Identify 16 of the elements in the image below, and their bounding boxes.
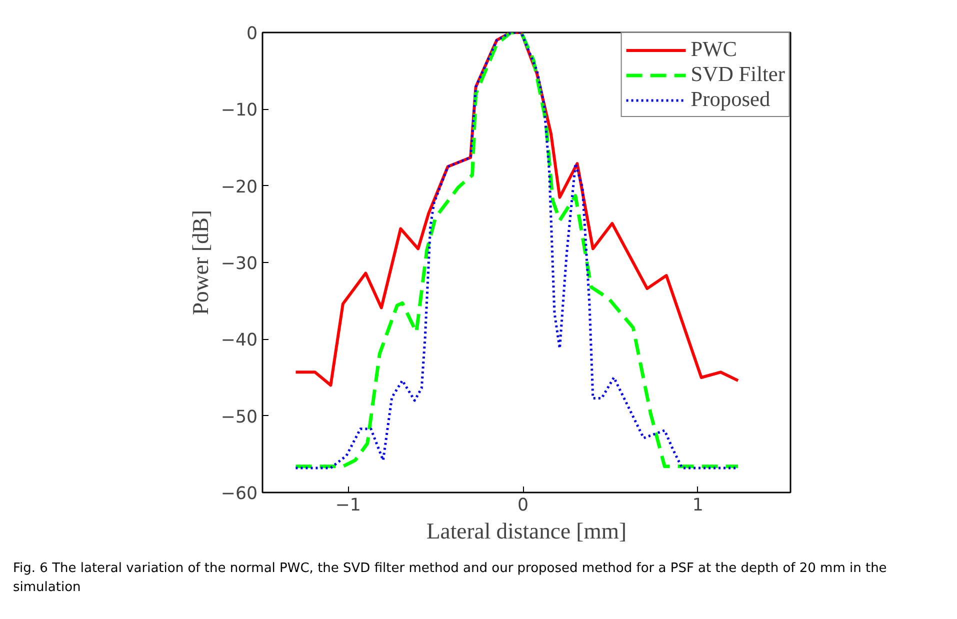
y-tick-label: −20 xyxy=(220,177,258,198)
y-tick-label: −60 xyxy=(220,484,258,504)
x-tick-label: −1 xyxy=(335,496,361,516)
legend-label: Proposed xyxy=(690,87,770,112)
y-tick-label: −10 xyxy=(220,100,258,121)
y-tick-label: −50 xyxy=(220,407,258,428)
y-tick-label: 0 xyxy=(246,24,258,44)
x-tick-label: 1 xyxy=(692,496,704,516)
caption: Fig. 6 The lateral variation of the normal PWC, the SVD filter method and our proposed method for a PSF at the depth of 20 mm in the simulation xyxy=(13,560,888,597)
legend-label: SVD Filter xyxy=(690,62,785,87)
y-axis-title: Power [dB] xyxy=(188,210,213,316)
legend-label: PWC xyxy=(690,37,737,62)
y-tick-label: −30 xyxy=(220,254,258,274)
x-axis-title: Lateral distance [mm] xyxy=(426,518,627,544)
y-tick-label: −40 xyxy=(220,330,258,351)
x-tick-label: 0 xyxy=(517,496,529,516)
